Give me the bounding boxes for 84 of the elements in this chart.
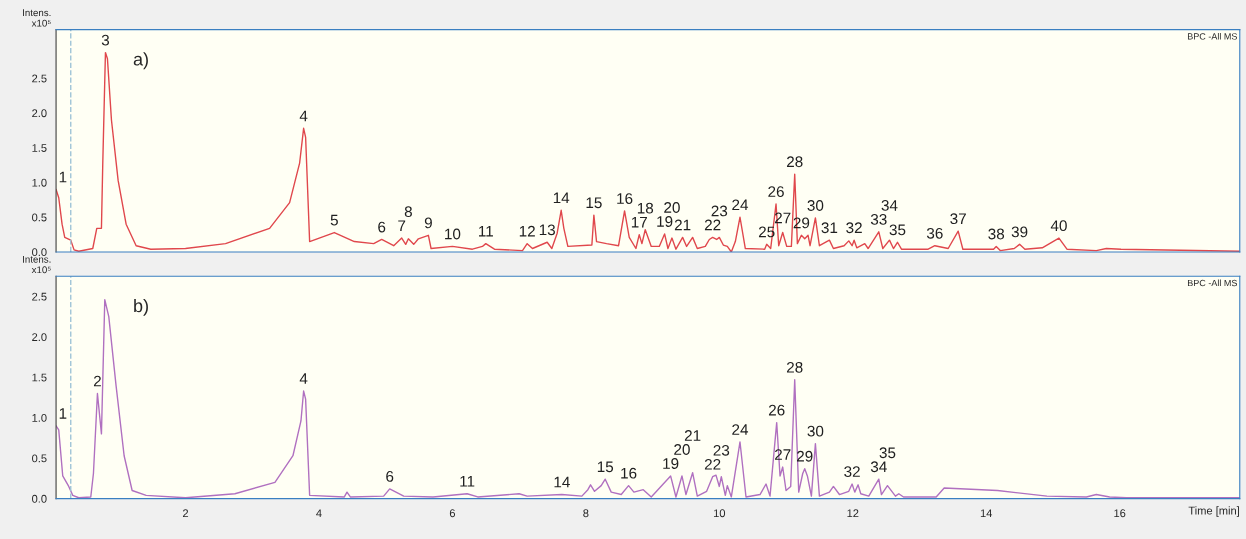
annotation: 19 <box>657 216 673 227</box>
y-tick-label: 0.5 <box>32 454 47 463</box>
annotation: 6 <box>378 221 386 233</box>
annotation: 4 <box>299 373 308 384</box>
annotation: 14 <box>554 476 570 488</box>
annotation: 37 <box>950 213 966 225</box>
x-tick-label: 2 <box>182 509 189 518</box>
annotation: 21 <box>684 430 701 441</box>
annotation: BPC -All MS <box>1187 279 1237 287</box>
annotation: 15 <box>597 461 614 473</box>
x-tick-label: 16 <box>1114 509 1126 518</box>
annotation: 26 <box>768 186 784 198</box>
annotation: 13 <box>539 224 555 236</box>
y-tick-label: 2.0 <box>32 109 47 118</box>
annotation: 15 <box>586 197 602 209</box>
y-tick-label: 2.5 <box>32 292 47 301</box>
text: a) <box>133 52 148 70</box>
annotation: 32 <box>844 466 860 477</box>
annotation: 23 <box>711 205 728 217</box>
y-tick-label: 2.5 <box>32 74 47 83</box>
annotation: 39 <box>1011 226 1028 238</box>
annotation: 40 <box>1050 220 1067 232</box>
annotation: 35 <box>889 224 906 236</box>
x-axis-title: Time [min] <box>1188 506 1239 517</box>
annotation: 36 <box>926 227 943 239</box>
y-tick-label: 0.0 <box>32 248 47 257</box>
x-tick-label: 4 <box>316 509 322 518</box>
y-axis-title: Intens. x10⁵ <box>23 255 51 274</box>
y-tick-label: 0.5 <box>32 213 47 222</box>
annotation: 34 <box>881 199 898 211</box>
annotation: 5 <box>330 214 338 226</box>
annotation: 1 <box>59 171 67 183</box>
x-tick-label: 10 <box>713 509 726 518</box>
annotation: 24 <box>732 424 749 435</box>
annotation: 16 <box>621 467 637 479</box>
annotation: 30 <box>807 200 824 211</box>
annotation: 23 <box>713 444 730 456</box>
annotation: 1 <box>59 408 67 419</box>
annotation: 3 <box>101 34 110 46</box>
annotation: 21 <box>674 219 691 231</box>
annotation: 4 <box>299 110 308 122</box>
annotation: 31 <box>821 222 838 234</box>
y-axis-title: Intens. x10⁵ <box>23 9 51 27</box>
annotation: 9 <box>424 217 432 229</box>
annotation: 10 <box>445 228 461 240</box>
x-tick-label: 6 <box>449 509 456 518</box>
x-tick-label: 8 <box>583 509 589 518</box>
annotation: 11 <box>479 225 493 237</box>
y-tick-label: 1.5 <box>32 144 47 152</box>
annotation: 30 <box>807 425 824 437</box>
annotation: BPC -All MS <box>1187 32 1237 40</box>
x-tick-label: 14 <box>980 509 993 518</box>
annotation: 24 <box>732 199 749 211</box>
annotation: 18 <box>637 202 654 214</box>
text: b) <box>134 298 148 316</box>
annotation: 22 <box>704 219 721 231</box>
annotation: 22 <box>704 458 721 470</box>
annotation: 35 <box>879 447 896 459</box>
annotation: 12 <box>519 225 535 237</box>
annotation: 16 <box>617 193 633 204</box>
y-tick-label: 0.0 <box>32 494 47 503</box>
y-tick-label: 1.0 <box>32 178 47 187</box>
annotation: 2 <box>93 375 101 387</box>
annotation: 17 <box>631 216 647 228</box>
annotation: 28 <box>786 361 803 373</box>
annotation: 20 <box>664 202 680 213</box>
y-tick-label: 2.0 <box>32 333 47 342</box>
y-tick-label: 1.0 <box>32 413 47 422</box>
annotation: 7 <box>398 220 406 231</box>
x-tick-label: 12 <box>847 509 859 518</box>
annotation: 33 <box>870 213 887 225</box>
annotation: 11 <box>460 476 475 487</box>
annotation: 19 <box>663 458 679 469</box>
annotation: 20 <box>674 444 690 455</box>
annotation: 38 <box>988 228 1005 240</box>
annotation: 28 <box>786 156 803 168</box>
annotation: 14 <box>553 192 570 204</box>
y-tick-label: 1.5 <box>32 373 47 382</box>
annotation: 6 <box>386 471 394 482</box>
annotation: 27 <box>774 449 791 460</box>
annotation: 34 <box>870 461 887 473</box>
annotation: 8 <box>404 206 412 218</box>
annotation: 26 <box>768 404 785 416</box>
annotation: 32 <box>846 222 862 234</box>
